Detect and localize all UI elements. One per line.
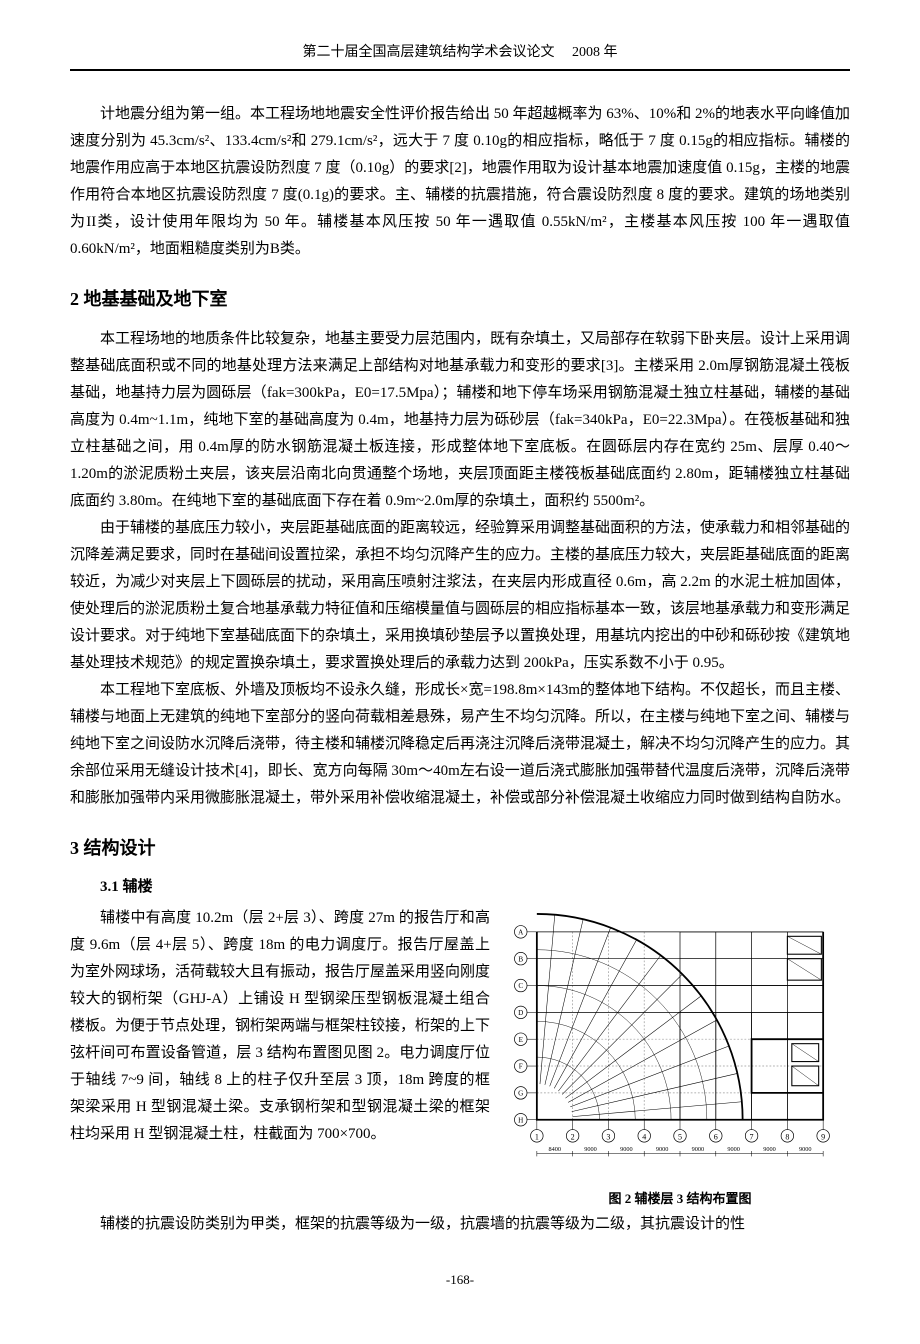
- svg-text:A: A: [518, 928, 524, 936]
- para-4: 本工程地下室底板、外墙及顶板均不设永久缝，形成长×宽=198.8m×143m的整…: [70, 677, 850, 812]
- svg-text:F: F: [519, 1063, 523, 1071]
- svg-text:4: 4: [642, 1132, 646, 1141]
- svg-text:9000: 9000: [799, 1146, 812, 1153]
- para-2: 本工程场地的地质条件比较复杂，地基主要受力层范围内，既有杂填土，又局部存在软弱下…: [70, 326, 850, 515]
- svg-text:H: H: [518, 1116, 523, 1124]
- header-line: 第二十届全国高层建筑结构学术会议论文 2008 年: [70, 40, 850, 71]
- svg-text:9: 9: [821, 1132, 825, 1141]
- svg-text:C: C: [518, 982, 523, 990]
- svg-text:7: 7: [750, 1132, 754, 1141]
- svg-text:B: B: [518, 955, 523, 963]
- figure-caption: 图 2 辅楼层 3 结构布置图: [510, 1187, 850, 1210]
- svg-text:1: 1: [535, 1132, 539, 1141]
- section-3-title: 3 结构设计: [70, 832, 850, 864]
- svg-text:D: D: [518, 1009, 523, 1017]
- floorplan-figure: 1 2 3 4 5 6 7 8 9 H G F E D C B A 8400 9000 9000 9000 9000 900…: [510, 905, 850, 1173]
- header-year: 2008 年: [572, 45, 618, 60]
- svg-text:9000: 9000: [656, 1146, 669, 1153]
- section-2-title: 2 地基基础及地下室: [70, 283, 850, 315]
- two-column-layout: 辅楼中有高度 10.2m（层 2+层 3）、跨度 27m 的报告厅和高度 9.6…: [70, 905, 850, 1211]
- svg-text:2: 2: [571, 1132, 575, 1141]
- svg-text:9000: 9000: [584, 1146, 597, 1153]
- svg-text:8: 8: [785, 1132, 789, 1141]
- para-1: 计地震分组为第一组。本工程场地地震安全性评价报告给出 50 年超越概率为 63%…: [70, 101, 850, 263]
- para-3: 由于辅楼的基底压力较小，夹层距基础底面的距离较远，经验算采用调整基础面积的方法，…: [70, 515, 850, 677]
- svg-text:3: 3: [606, 1132, 610, 1141]
- svg-text:8400: 8400: [548, 1146, 561, 1153]
- svg-text:9000: 9000: [620, 1146, 633, 1153]
- para-6: 辅楼的抗震设防类别为甲类，框架的抗震等级为一级，抗震墙的抗震等级为二级，其抗震设…: [70, 1211, 850, 1238]
- column-right: 1 2 3 4 5 6 7 8 9 H G F E D C B A 8400 9000 9000 9000 9000 900…: [510, 905, 850, 1211]
- header-title: 第二十届全国高层建筑结构学术会议论文: [303, 45, 555, 60]
- svg-text:9000: 9000: [692, 1146, 705, 1153]
- para-5a: 辅楼中有高度 10.2m（层 2+层 3）、跨度 27m 的报告厅和高度 9.6…: [70, 905, 490, 1148]
- svg-text:9000: 9000: [763, 1146, 776, 1153]
- svg-text:9000: 9000: [727, 1146, 740, 1153]
- column-left: 辅楼中有高度 10.2m（层 2+层 3）、跨度 27m 的报告厅和高度 9.6…: [70, 905, 490, 1148]
- svg-text:6: 6: [714, 1132, 718, 1141]
- page-number: -168-: [70, 1268, 850, 1291]
- svg-text:G: G: [518, 1090, 523, 1098]
- subsection-3-1-title: 3.1 辅楼: [70, 874, 850, 901]
- svg-text:5: 5: [678, 1132, 682, 1141]
- svg-text:E: E: [519, 1036, 523, 1044]
